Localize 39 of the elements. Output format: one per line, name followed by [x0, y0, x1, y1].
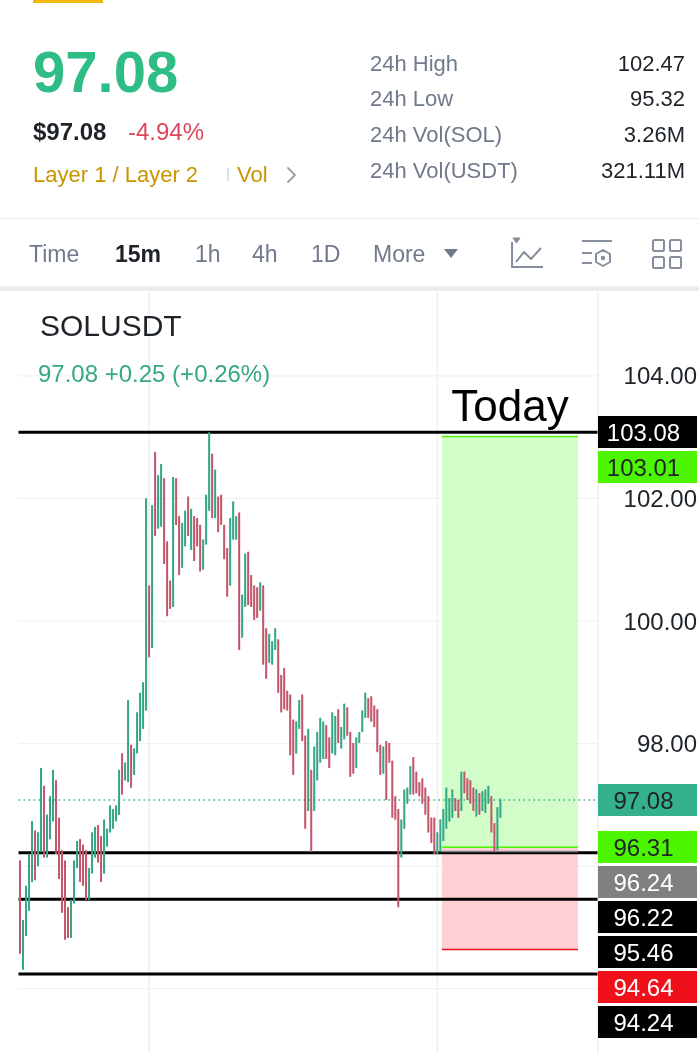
legend-label: 94.64 [613, 973, 674, 1001]
band-label: Today [451, 380, 569, 430]
text: 3.26M [623, 122, 685, 147]
text: 1h [195, 241, 221, 267]
text: 1D [311, 241, 341, 267]
y-tick-label: 104.00 [623, 362, 697, 390]
legend-label: 96.22 [613, 903, 674, 931]
text: 24h Vol(SOL) [370, 122, 503, 147]
y-tick-label: 102.00 [623, 484, 697, 512]
candlestick [19, 860, 21, 955]
legend-label: 103.01 [606, 453, 681, 481]
candlestick [367, 697, 370, 719]
text: 4h [252, 241, 278, 267]
legend-label: 96.24 [613, 868, 674, 896]
text: 24h Vol(USDT) [370, 158, 518, 183]
ref-line-label: 97.08 [613, 786, 674, 814]
text: SOLUSDT [40, 309, 182, 342]
text: 24h Low [370, 86, 454, 111]
candlestick [478, 792, 481, 816]
text: Time [29, 241, 80, 267]
text: 102.47 [617, 51, 685, 76]
ref-line-label: 96.31 [613, 833, 674, 861]
y-tick-label: 100.00 [623, 607, 697, 635]
text: $97.08 [33, 118, 107, 145]
text: -4.94% [128, 118, 205, 145]
text: 97.08 [33, 39, 179, 104]
text: 321.11M [601, 158, 685, 183]
candlestick [112, 808, 115, 830]
text: 95.32 [629, 86, 685, 111]
ref-line-label: 103.08 [606, 418, 681, 446]
text: 97.08 +0.25 (+0.26%) [38, 360, 271, 387]
legend-label: 95.46 [613, 938, 674, 966]
text: More [373, 241, 426, 267]
text: 24h High [370, 51, 459, 76]
text: Layer 1 / Layer 2 [33, 162, 199, 187]
text: 15m [115, 241, 162, 267]
legend-label: 94.24 [613, 1008, 674, 1036]
text: Vol [237, 162, 268, 187]
y-tick-label: 98.00 [636, 730, 697, 758]
